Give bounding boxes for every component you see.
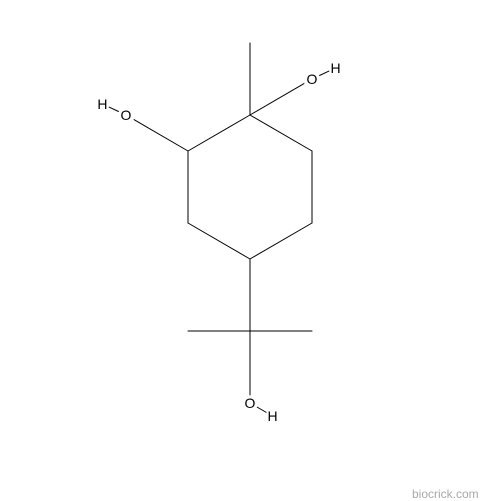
atom-label: O xyxy=(245,395,256,411)
bond xyxy=(250,223,312,259)
oh-bond xyxy=(109,107,119,112)
oh-bond xyxy=(319,71,329,76)
bond xyxy=(188,115,250,151)
atom-label: O xyxy=(307,71,318,87)
hydrogen-label: H xyxy=(331,60,341,76)
bond xyxy=(188,223,250,259)
watermark-text: biocrick.com xyxy=(412,487,479,501)
oh-bond xyxy=(257,407,267,413)
atom-label: O xyxy=(121,107,132,123)
bond xyxy=(250,115,312,151)
hydrogen-label: H xyxy=(97,96,107,112)
bond xyxy=(250,83,305,115)
molecule-canvas: OHOHOH xyxy=(0,0,500,500)
hydrogen-label: H xyxy=(267,408,277,424)
bond xyxy=(133,119,188,151)
